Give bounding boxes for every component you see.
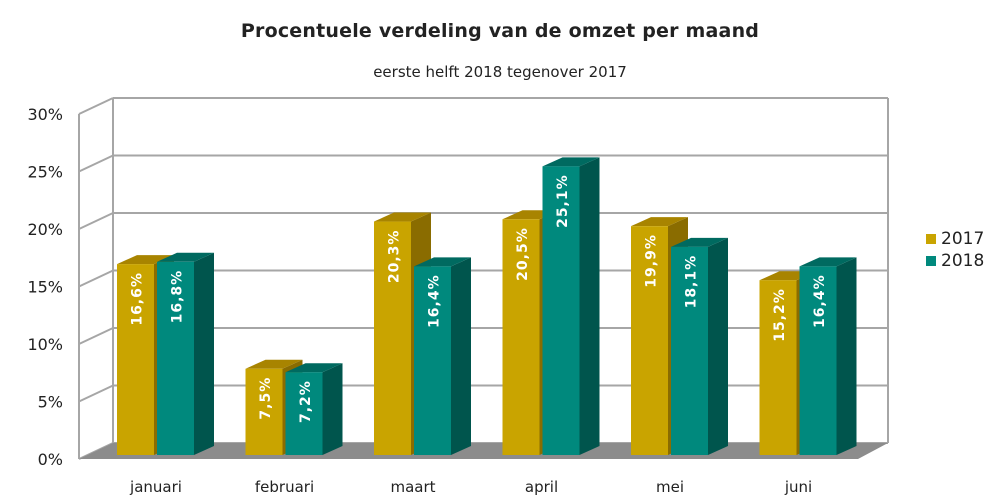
gridline-side [78,154,114,173]
bar-februari-2018: 7,2% [285,363,343,455]
gridline-side [78,327,114,345]
legend: 2017 2018 [926,228,984,272]
y-tick-label: 5% [38,393,63,412]
y-tick-label: 10% [27,335,63,354]
bar-value-label: 16,8% [170,270,186,324]
legend-label-2018: 2018 [941,251,985,271]
y-tick-label: 20% [27,220,63,239]
bar-value-label: 16,4% [427,274,443,328]
legend-item-2018: 2018 [926,250,984,272]
chart-title: Procentuele verdeling van de omzet per m… [240,20,760,42]
x-tick-label: maart [390,478,435,496]
chart-subtitle: eerste helft 2018 tegenover 2017 [373,63,627,81]
bar-value-label: 25,1% [555,174,571,228]
x-tick-label: mei [656,478,684,496]
bar-value-label: 7,2% [298,380,314,423]
gridline-side [78,384,114,403]
x-tick-label: april [525,478,558,496]
bar-value-label: 16,4% [812,274,828,328]
x-tick-label: januari [129,478,182,496]
y-tick-label: 25% [27,163,63,182]
legend-item-2017: 2017 [926,228,984,250]
bar-value-label: 15,2% [772,288,788,342]
legend-label-2017: 2017 [941,229,985,249]
bar-value-label: 20,5% [515,227,531,281]
bar-value-label: 19,9% [644,234,660,288]
gridline-side [78,269,114,288]
y-tick-label: 15% [27,278,63,297]
legend-swatch-2018 [926,256,936,266]
bar-juni-2018: 16,4% [799,257,857,455]
bar-value-label: 16,6% [130,272,146,326]
bar-maart-2018: 16,4% [414,257,471,455]
y-tick-label: 0% [38,450,63,469]
x-tick-label: februari [255,478,314,496]
bar-januari-2018: 16,8% [157,252,214,455]
legend-swatch-2017 [926,234,936,244]
bar-value-label: 7,5% [258,377,274,420]
x-tick-label: juni [784,478,812,496]
gridline-side [78,212,114,230]
bar-value-label: 20,3% [387,230,403,284]
bar-april-2018: 25,1% [542,157,600,455]
y-tick-label: 30% [27,105,63,124]
gridline-side [78,97,114,115]
bar-mei-2018: 18,1% [671,237,728,455]
bar-value-label: 18,1% [684,255,700,309]
